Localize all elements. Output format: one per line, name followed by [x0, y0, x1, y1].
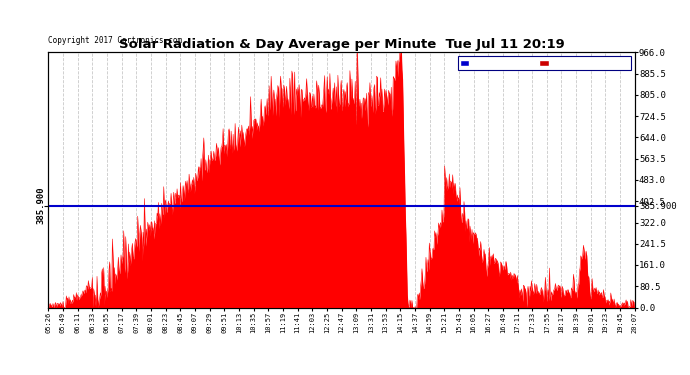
Text: Copyright 2017 Cartronics.com: Copyright 2017 Cartronics.com [48, 36, 182, 45]
Title: Solar Radiation & Day Average per Minute  Tue Jul 11 20:19: Solar Radiation & Day Average per Minute… [119, 38, 564, 51]
Legend: Median (w/m2), Radiation (w/m2): Median (w/m2), Radiation (w/m2) [458, 56, 631, 70]
